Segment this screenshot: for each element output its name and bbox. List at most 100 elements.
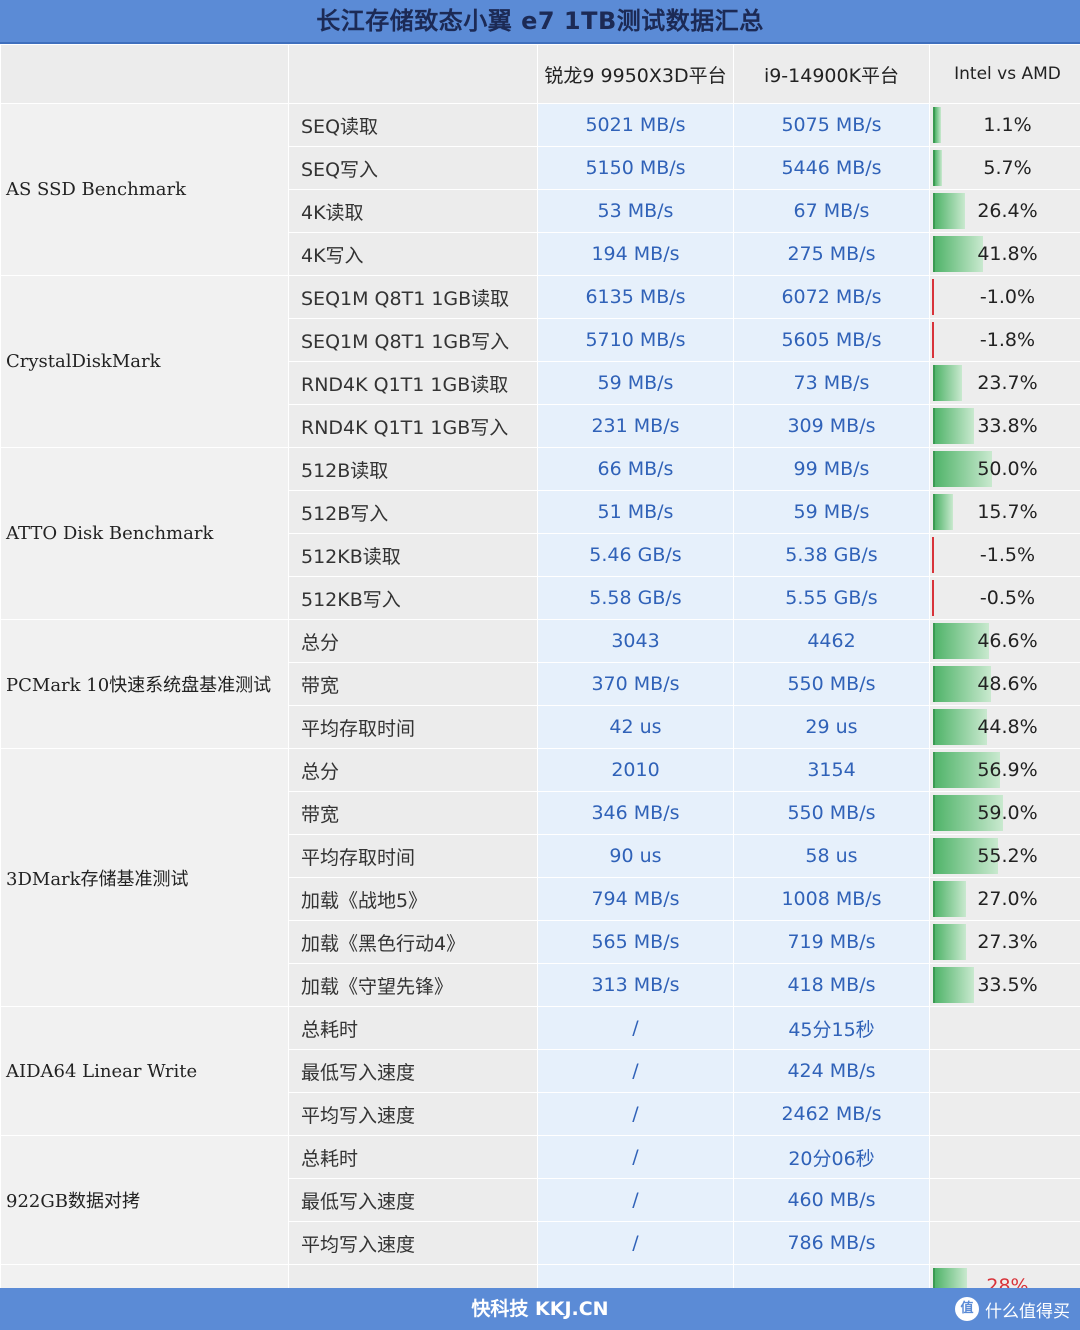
amd-value: 794 MB/s [537,877,734,921]
compare-cell: 46.6% [929,619,1080,663]
intel-value: 309 MB/s [733,404,930,448]
metric-label: 带宽 [288,662,538,706]
intel-value: 99 MB/s [733,447,930,491]
intel-value: 5.55 GB/s [733,576,930,620]
table-row: 带宽 370 MB/s 550 MB/s 48.6% [1,662,1080,706]
negative-marker [932,322,934,358]
percent-label: 27.3% [977,931,1038,953]
percent-bar [933,924,966,960]
watermark-logo-icon: 值 [955,1297,979,1321]
table-row: ATTO Disk Benchmark 512B读取 66 MB/s 99 MB/s 5… [0,447,1080,620]
compare-cell: -1.8% [929,318,1080,362]
percent-label: 33.8% [977,415,1038,437]
watermark: 值 什么值得买 [955,1293,1070,1325]
header-row: 锐龙9 9950X3D平台 i9-14900K平台 Intel vs AMD [0,44,1080,104]
amd-value: 51 MB/s [537,490,734,534]
percent-bar [933,967,974,1003]
amd-value: 313 MB/s [537,963,734,1007]
compare-cell: 33.8% [929,404,1080,448]
compare-cell: 41.8% [929,232,1080,276]
compare-cell: 59.0% [929,791,1080,835]
footer-brand: 快科技 KKJ.CN [471,1298,609,1320]
compare-cell [929,1135,1080,1179]
percent-label: 44.8% [977,716,1038,738]
amd-value: / [537,1049,734,1093]
header-cell-metric [288,44,538,104]
intel-value: 550 MB/s [733,662,930,706]
percent-label: 55.2% [977,845,1038,867]
percent-label: 1.1% [983,114,1032,136]
metric-label: 512B写入 [288,490,538,534]
metric-label: 最低写入速度 [288,1178,538,1222]
table-row: 4K写入 194 MB/s 275 MB/s 41.8% [1,232,1080,276]
percent-bar [933,666,991,702]
amd-value: 5710 MB/s [537,318,734,362]
intel-value: 550 MB/s [733,791,930,835]
percent-label: 46.6% [977,630,1038,652]
percent-label: 50.0% [977,458,1038,480]
amd-value: 66 MB/s [537,447,734,491]
title-bar: 长江存储致态小翼 e7 1TB测试数据汇总 [0,0,1080,44]
group-label: 3DMark存储基准测试 [0,748,289,1007]
table-row: 平均存取时间 90 us 58 us 55.2% [1,834,1080,878]
intel-value: 1008 MB/s [733,877,930,921]
amd-value: / [537,1006,734,1050]
table-row: 3DMark存储基准测试 总分 2010 3154 56.9% [0,748,1080,1007]
percent-label: 59.0% [977,802,1038,824]
compare-cell: 56.9% [929,748,1080,792]
percent-bar [933,494,953,530]
percent-bar [933,193,965,229]
percent-label: 15.7% [977,501,1038,523]
group-label: 922GB数据对拷 [0,1135,289,1265]
compare-cell: 27.0% [929,877,1080,921]
header-cell-group [0,44,289,104]
metric-label: SEQ1M Q8T1 1GB读取 [288,275,538,319]
metric-label: 总分 [288,619,538,663]
metric-label: 带宽 [288,791,538,835]
amd-value: 53 MB/s [537,189,734,233]
intel-value: 5.38 GB/s [733,533,930,577]
intel-value: 418 MB/s [733,963,930,1007]
table-row: 4K读取 53 MB/s 67 MB/s 26.4% [1,189,1080,233]
percent-bar [933,150,942,186]
group-label: ATTO Disk Benchmark [0,447,289,620]
percent-bar [933,623,989,659]
compare-cell: 33.5% [929,963,1080,1007]
intel-value: 58 us [733,834,930,878]
header-cell-intel: i9-14900K平台 [733,44,930,104]
metric-label: 平均存取时间 [288,834,538,878]
amd-value: 5021 MB/s [537,103,734,147]
percent-label: -0.5% [979,587,1036,609]
table-row: RND4K Q1T1 1GB写入 231 MB/s 309 MB/s 33.8% [1,404,1080,448]
amd-value: 59 MB/s [537,361,734,405]
compare-cell: 27.3% [929,920,1080,964]
intel-value: 5075 MB/s [733,103,930,147]
compare-cell: 44.8% [929,705,1080,749]
group-label: CrystalDiskMark [0,275,289,448]
intel-value: 59 MB/s [733,490,930,534]
table-row: 平均写入速度/2462 MB/s [1,1092,1080,1136]
intel-value: 786 MB/s [733,1221,930,1265]
percent-bar [933,365,962,401]
compare-cell [929,1006,1080,1050]
metric-label: 总耗时 [288,1135,538,1179]
compare-cell [929,1221,1080,1265]
group-label: AS SSD Benchmark [0,103,289,276]
amd-value: / [537,1221,734,1265]
intel-value: 6072 MB/s [733,275,930,319]
percent-label: 48.6% [977,673,1038,695]
metric-label: 总耗时 [288,1006,538,1050]
amd-value: 5150 MB/s [537,146,734,190]
table-row: 512KB读取 5.46 GB/s 5.38 GB/s -1.5% [1,533,1080,577]
table-row: 512B写入 51 MB/s 59 MB/s 15.7% [1,490,1080,534]
negative-marker [932,580,934,616]
amd-value: / [537,1178,734,1222]
amd-value: 5.46 GB/s [537,533,734,577]
percent-label: 26.4% [977,200,1038,222]
intel-value: 29 us [733,705,930,749]
metric-label: SEQ读取 [288,103,538,147]
data-sheet: 锐龙9 9950X3D平台 i9-14900K平台 Intel vs AMD A… [0,44,1080,1308]
table-row: 最低写入速度/424 MB/s [1,1049,1080,1093]
table-row: 平均写入速度/786 MB/s [1,1221,1080,1265]
amd-value: / [537,1135,734,1179]
